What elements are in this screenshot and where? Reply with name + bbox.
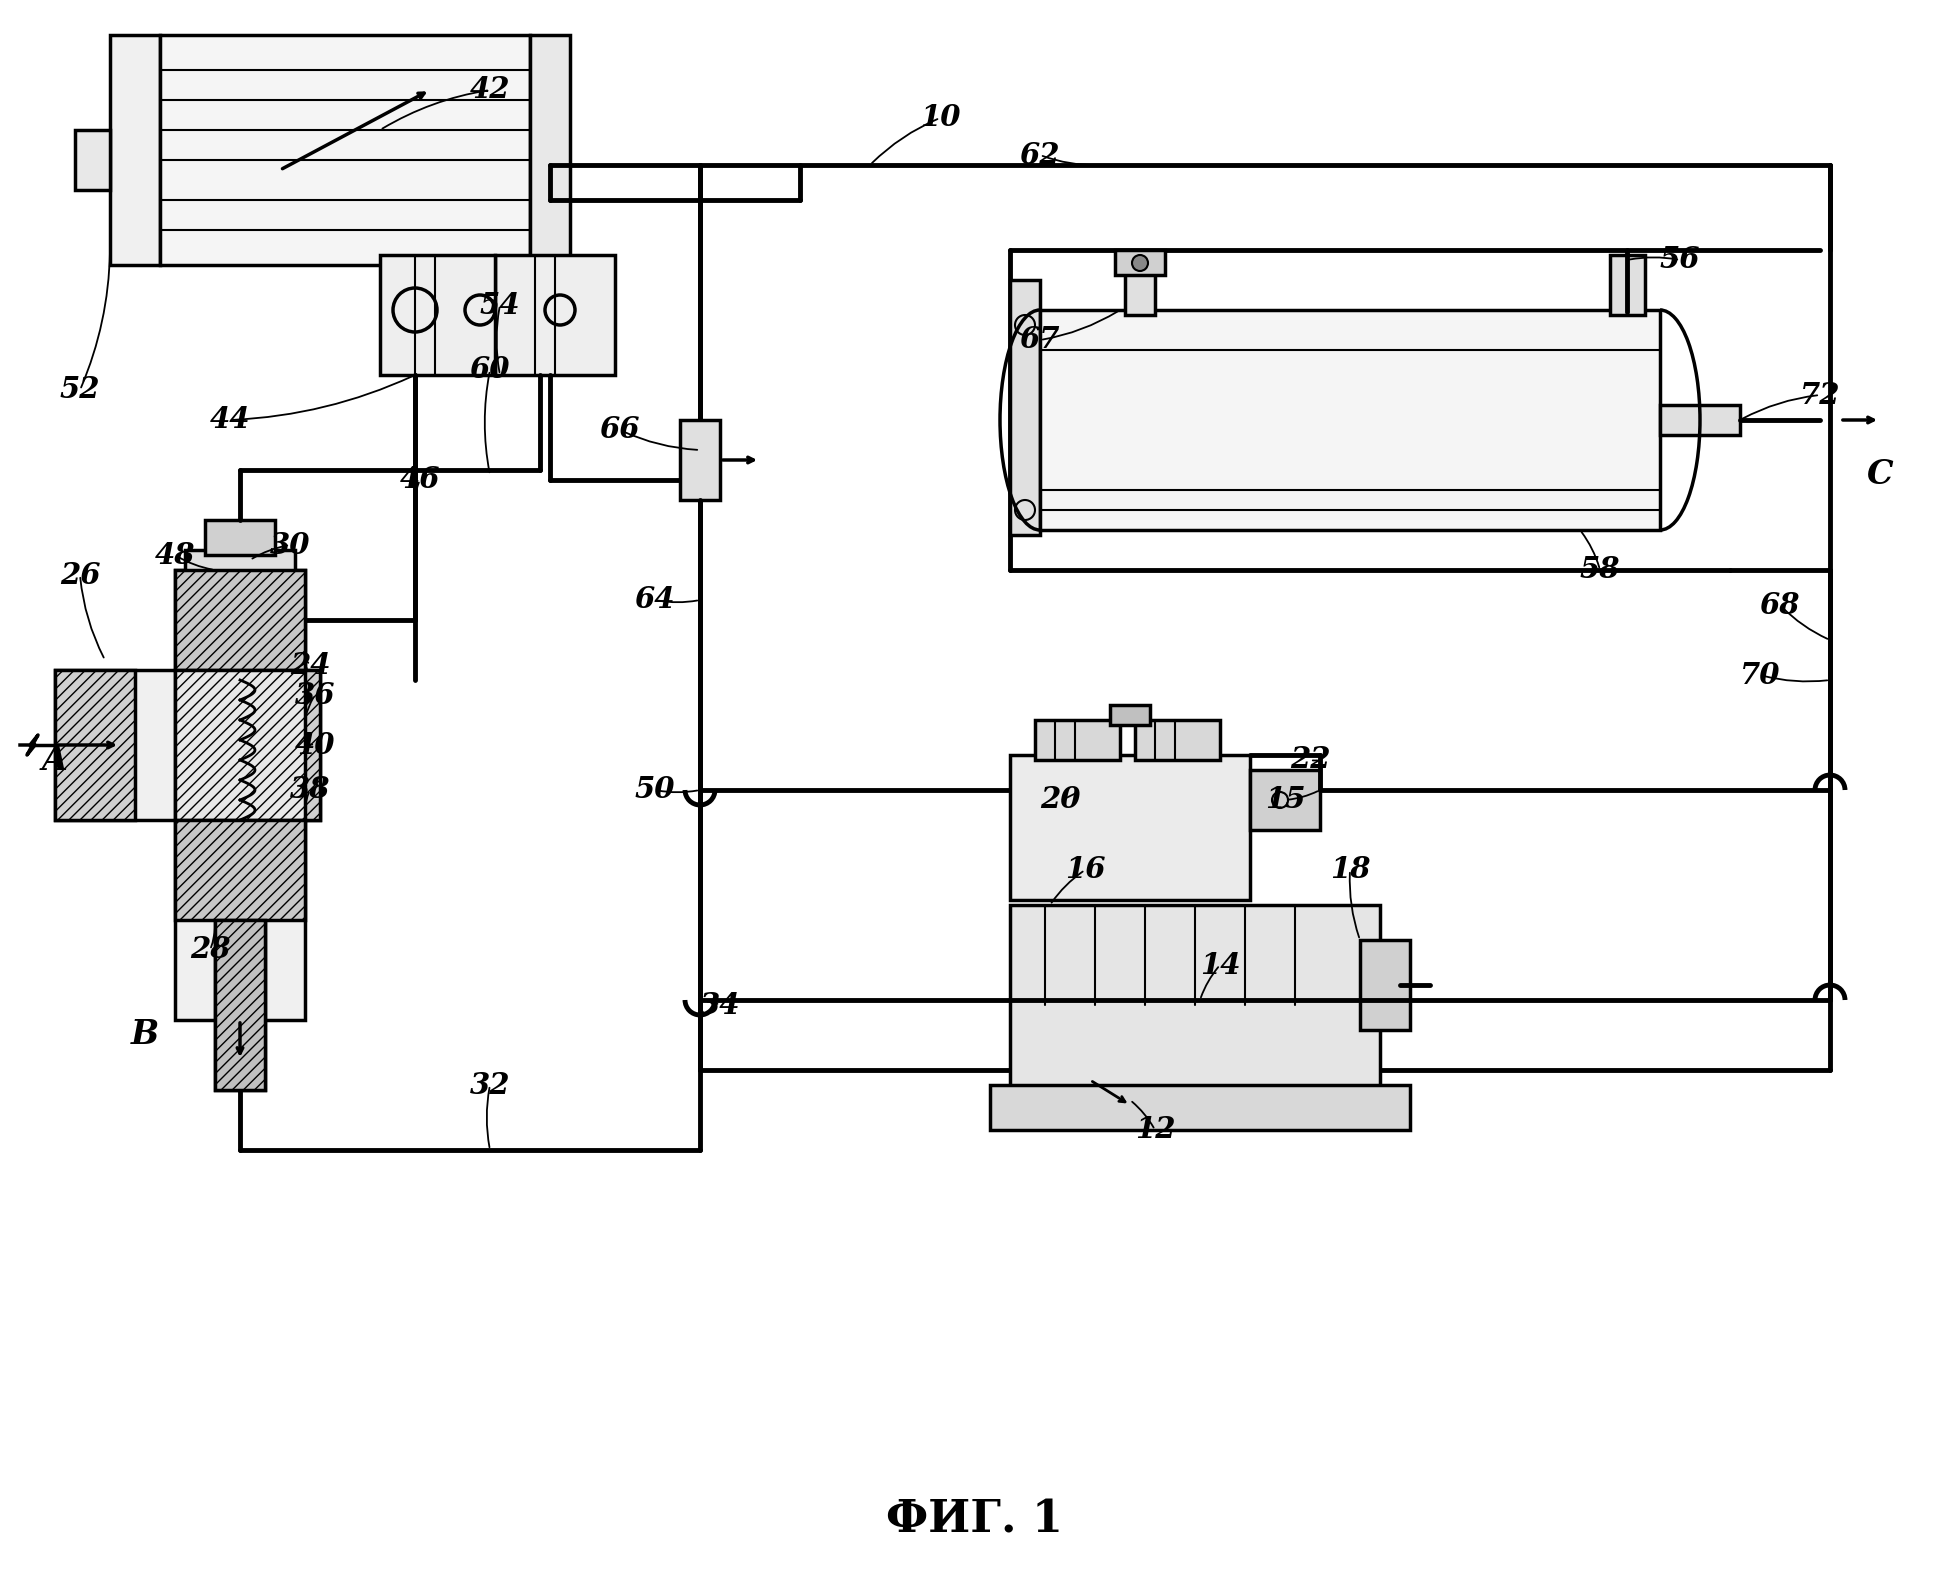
Bar xyxy=(1009,279,1040,535)
Bar xyxy=(175,570,306,1020)
Bar xyxy=(990,1085,1410,1130)
Text: 44: 44 xyxy=(210,405,249,434)
Text: 14: 14 xyxy=(1200,951,1241,980)
Text: 60: 60 xyxy=(469,356,510,385)
Bar xyxy=(1126,270,1155,314)
Text: 70: 70 xyxy=(1740,661,1780,689)
Text: 18: 18 xyxy=(1330,855,1369,884)
Text: 40: 40 xyxy=(294,731,335,760)
Text: A: A xyxy=(43,744,68,777)
Bar xyxy=(205,520,275,555)
Bar xyxy=(1360,940,1410,1029)
Bar xyxy=(1114,251,1165,275)
Text: 56: 56 xyxy=(1660,246,1701,275)
Text: 67: 67 xyxy=(1019,326,1060,354)
Bar xyxy=(1136,720,1219,760)
Text: 10: 10 xyxy=(919,104,960,132)
Text: 38: 38 xyxy=(290,776,331,804)
Text: B: B xyxy=(131,1018,160,1052)
Bar xyxy=(530,35,571,265)
Text: 52: 52 xyxy=(60,375,99,404)
Circle shape xyxy=(1132,255,1147,271)
Text: 20: 20 xyxy=(1040,785,1081,814)
Bar xyxy=(1034,720,1120,760)
Bar xyxy=(380,255,495,375)
Bar xyxy=(1009,905,1379,1104)
Text: 72: 72 xyxy=(1800,380,1841,410)
Text: 32: 32 xyxy=(469,1071,510,1100)
Text: 68: 68 xyxy=(1759,591,1800,619)
Text: 46: 46 xyxy=(399,466,440,495)
Text: 16: 16 xyxy=(1066,855,1105,884)
Text: 54: 54 xyxy=(479,290,520,319)
Bar xyxy=(495,255,616,375)
Text: 24: 24 xyxy=(290,651,331,680)
Text: 64: 64 xyxy=(635,586,676,614)
Text: C: C xyxy=(1866,458,1893,492)
Text: 42: 42 xyxy=(469,75,510,104)
Text: ФИГ. 1: ФИГ. 1 xyxy=(886,1499,1062,1542)
Text: 26: 26 xyxy=(60,560,99,589)
Text: 34: 34 xyxy=(699,991,740,1020)
Bar xyxy=(76,129,109,190)
Bar xyxy=(214,919,265,1090)
Text: 48: 48 xyxy=(154,541,195,570)
Bar xyxy=(240,670,319,820)
Bar xyxy=(185,551,294,591)
Text: 50: 50 xyxy=(635,776,676,804)
Bar xyxy=(1251,769,1321,830)
Bar xyxy=(55,670,134,820)
Bar xyxy=(214,919,265,1090)
Text: 58: 58 xyxy=(1580,555,1621,584)
Text: 15: 15 xyxy=(1264,785,1305,814)
Text: 62: 62 xyxy=(1019,140,1060,169)
Bar xyxy=(1040,310,1660,530)
Bar xyxy=(175,820,306,919)
Text: 30: 30 xyxy=(269,530,310,560)
Bar xyxy=(175,670,306,820)
Bar xyxy=(680,420,721,500)
Bar xyxy=(55,670,319,820)
Text: 28: 28 xyxy=(189,935,230,964)
Bar xyxy=(1110,705,1149,725)
Text: 22: 22 xyxy=(1290,745,1330,774)
Bar xyxy=(1660,405,1740,436)
Bar xyxy=(160,35,530,265)
Text: 36: 36 xyxy=(294,680,335,710)
Text: 66: 66 xyxy=(600,415,641,445)
Bar xyxy=(1609,255,1644,314)
Text: 12: 12 xyxy=(1136,1116,1175,1144)
Bar xyxy=(1009,755,1251,900)
Bar xyxy=(175,570,306,670)
Bar xyxy=(109,35,160,265)
